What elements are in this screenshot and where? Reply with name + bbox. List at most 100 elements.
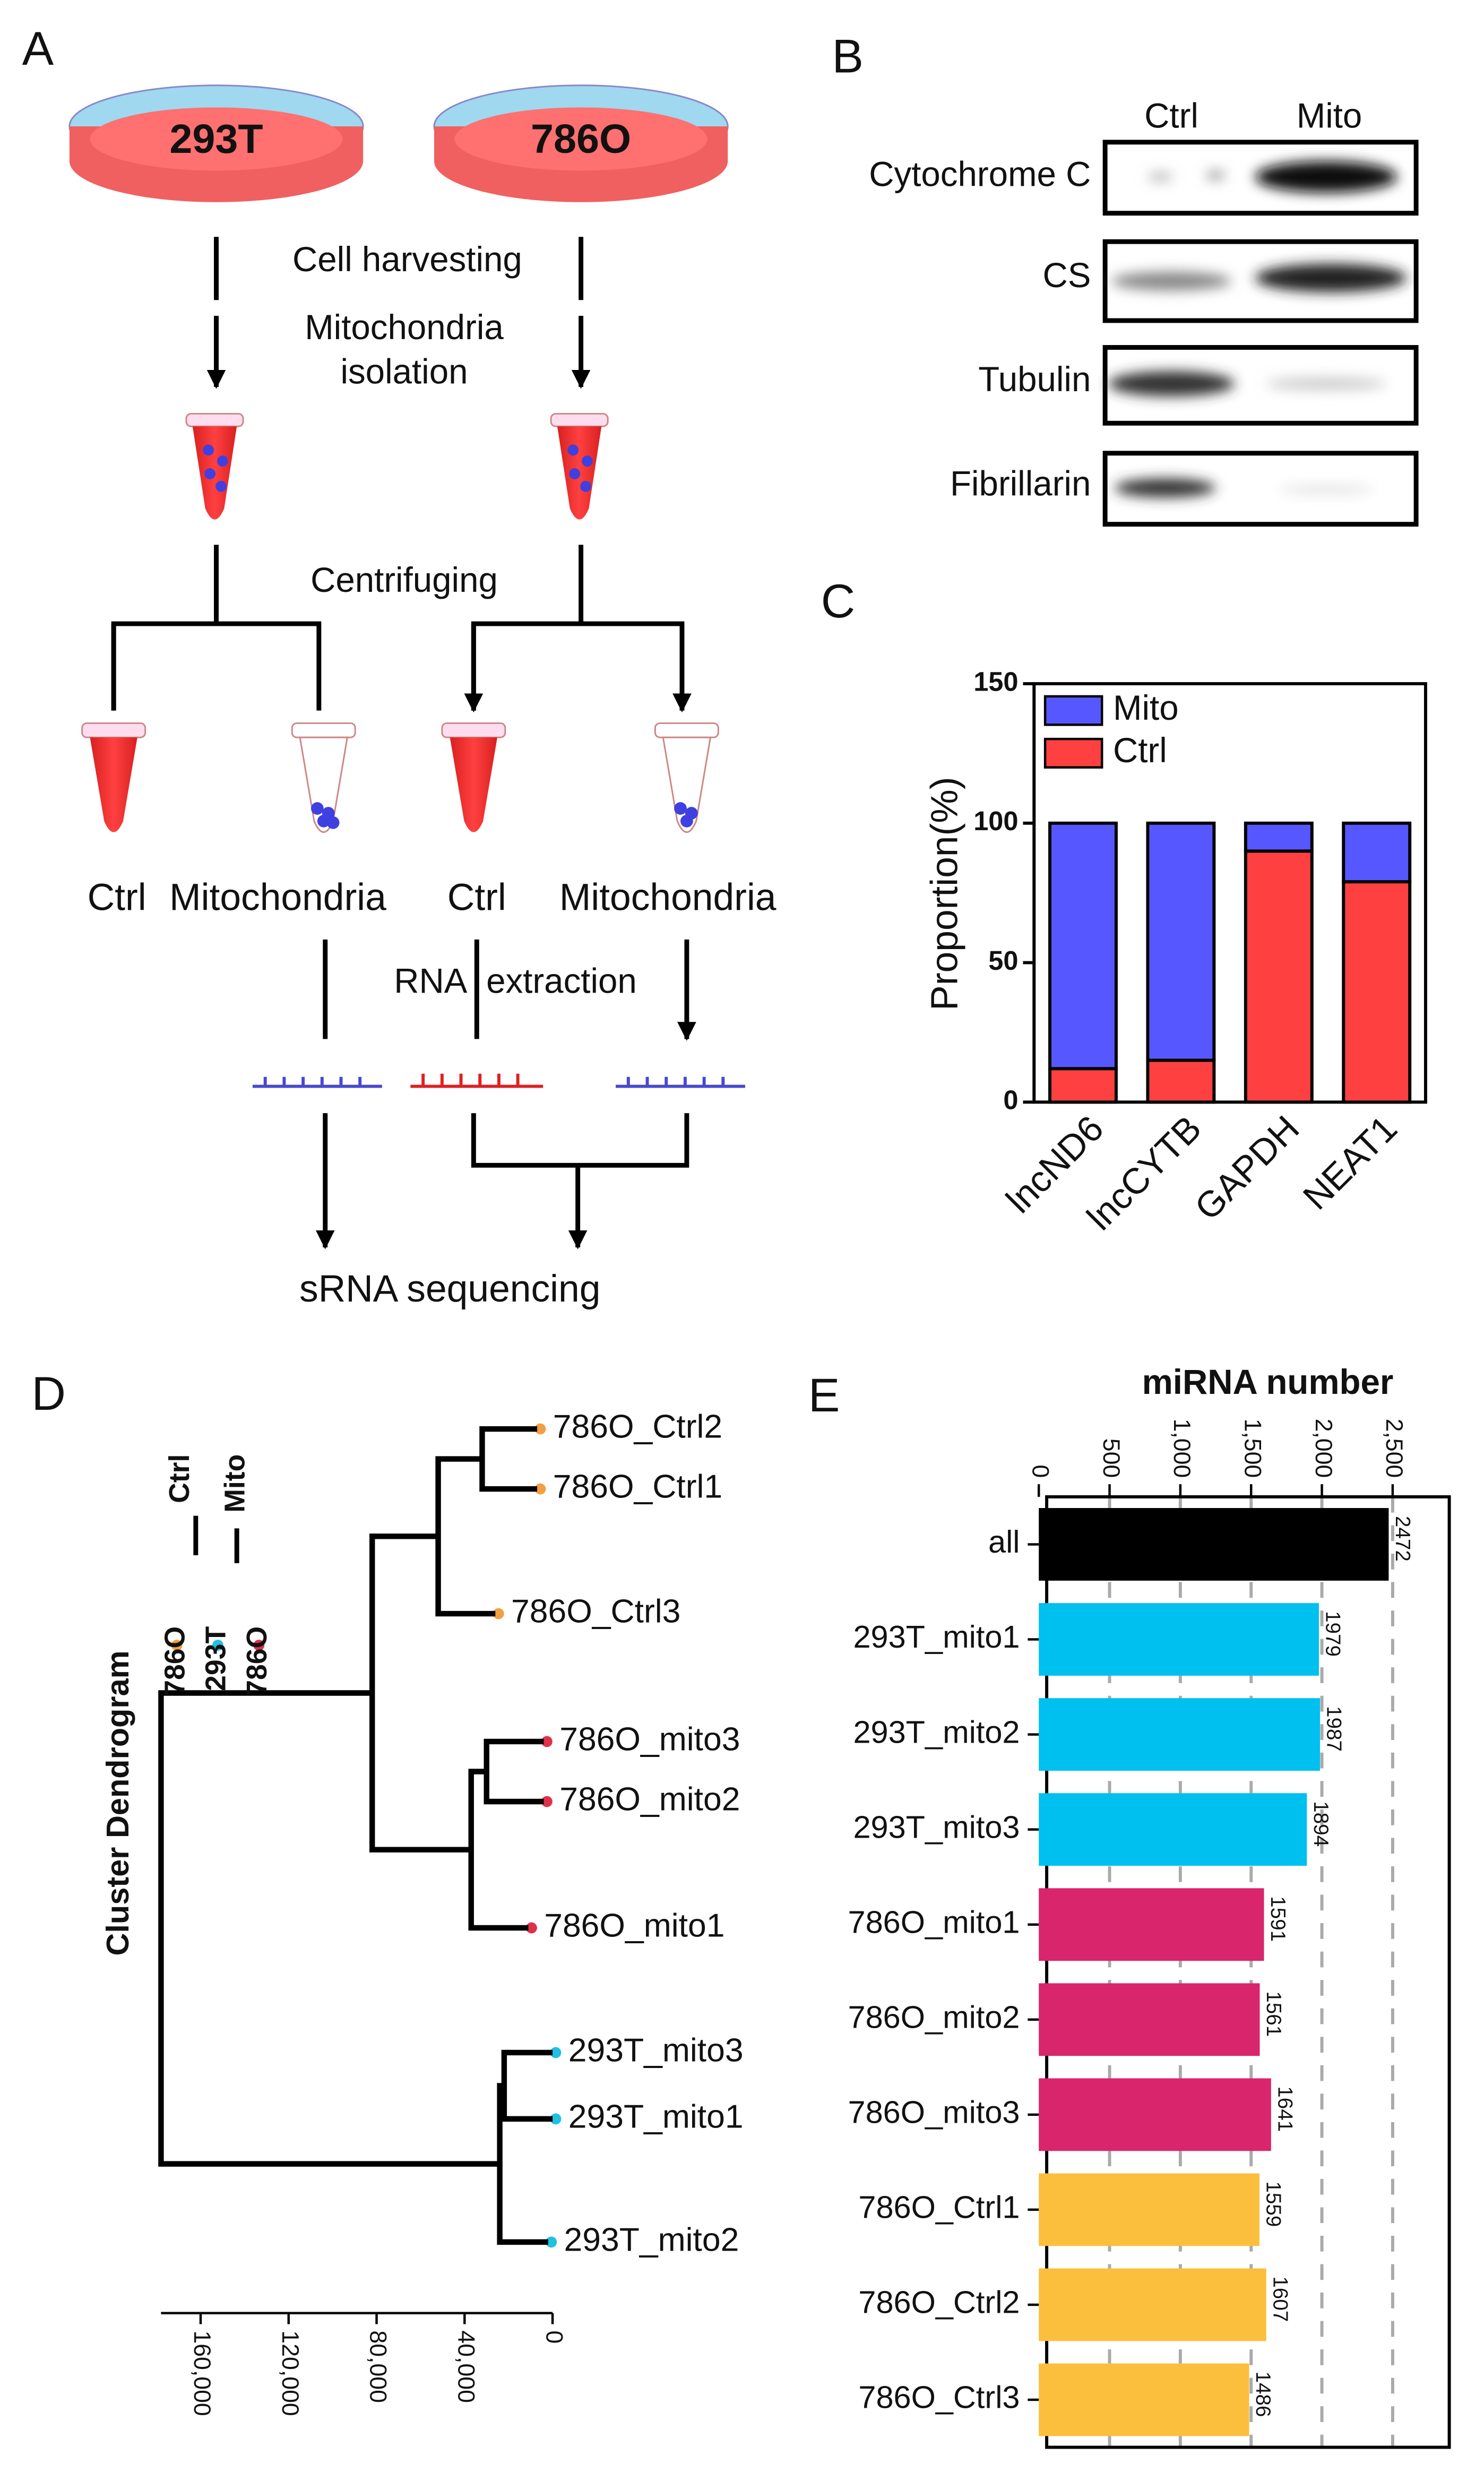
x-tick-label: 40,000 [453,2330,479,2402]
panel-label: C [821,574,855,627]
x-tick-label: 0 [1027,1464,1053,1478]
bar-segment [1244,849,1314,1104]
y-tick-label: 50 [988,945,1018,976]
legend-group: Mito [219,1454,251,1513]
value-label: 1591 [1266,1896,1289,1942]
dendrogram-title: Cluster Dendrogram [100,1650,135,1955]
leaf-dot [526,1922,537,1934]
dendrogram-branch [468,1769,529,1931]
plot-frame [1045,1495,1451,2449]
y-axis-label: Proportion(%) [924,777,966,1011]
protein-label: Fibrillarin [950,464,1091,503]
x-tick-label: 2,500 [1381,1419,1407,1478]
bar [1039,2078,1271,2151]
column-label: Mito [1297,96,1362,135]
y-tick-label: 786O_mito3 [848,2095,1020,2130]
value-label: 1486 [1252,2371,1274,2417]
leaf-label: 786O_mito2 [559,1781,740,1818]
panel-a-drawing [68,84,745,1247]
protein-label: Tubulin [978,360,1091,399]
bar [1039,1888,1264,1961]
fraction-label: Mitochondria [169,876,386,918]
y-tick-label: 786O_mito1 [848,1904,1020,1940]
bar [1039,1983,1260,2056]
bar-segment [1342,821,1412,884]
fraction-label: Ctrl [447,876,506,918]
column-label: Ctrl [1144,96,1198,135]
legend-label: Ctrl [1113,731,1167,770]
leaf-label: 786O_mito3 [559,1720,740,1757]
protein-label: CS [1042,256,1091,295]
bar-segment [1244,821,1314,853]
dendrogram-branch [484,1738,544,1805]
dendrogram-branch [369,1533,471,1853]
leaf-label: 786O_Ctrl2 [553,1408,722,1445]
legend-key: 786O [159,1626,191,1696]
legend-swatch [1043,737,1103,769]
leaf-dot [534,1423,546,1435]
bar-segment [1342,880,1412,1104]
dendrogram-branch [158,1690,500,2167]
dendrogram-branch [479,1426,538,1492]
dendrogram-branch [501,2049,553,2122]
legend-key: 786O [241,1626,273,1696]
x-tick-label: 500 [1098,1438,1124,1478]
legend-dot [212,1640,223,1651]
bar [1039,2363,1249,2436]
leaf-dot [534,1483,546,1495]
panel-label: A [22,22,54,75]
value-label: 1561 [1262,1991,1285,2037]
x-tick-label: 120,000 [277,2330,303,2416]
bar [1039,1603,1319,1676]
legend-dot [171,1640,183,1651]
leaf-dot [550,2047,562,2058]
dendrogram-branch [497,2083,548,2245]
protein-label: Cytochrome C [869,155,1091,194]
x-tick-label: NEAT1 [1296,1108,1405,1218]
dish-label: 293T [169,116,263,162]
value-label: 2472 [1391,1516,1414,1562]
legend-label: Mito [1113,688,1179,727]
x-tick-label: 80,000 [365,2330,391,2402]
leaf-dot [546,2236,557,2248]
y-tick-label: 786O_Ctrl3 [858,2380,1020,2415]
y-tick-label: 0 [1003,1085,1018,1115]
step-label: extraction [486,962,637,1001]
y-tick-label: 786O_Ctrl1 [858,2190,1020,2225]
leaf-label: 786O_Ctrl3 [511,1593,680,1630]
leaf-dot [541,1736,553,1747]
x-tick-label: 1,000 [1169,1419,1195,1478]
y-tick-label: all [988,1524,1020,1560]
value-label: 1641 [1273,2086,1296,2132]
x-tick-label: 2,000 [1310,1419,1336,1478]
leaf-label: 786O_mito1 [544,1907,724,1944]
chart-title: miRNA number [1142,1363,1394,1401]
x-tick-label: 0 [541,2330,567,2343]
y-tick-label: 293T_mito1 [853,1619,1020,1655]
legend-key: 293T [201,1626,232,1691]
value-label: 1607 [1269,2276,1291,2322]
leaf-label: 293T_mito2 [564,2221,739,2258]
y-tick-label: 293T_mito3 [853,1809,1020,1845]
step-label: Cell harvesting [292,240,522,279]
bar [1039,2173,1259,2246]
leaf-dot [550,2113,562,2125]
value-label: 1987 [1323,1706,1345,1752]
plot-frame [1032,682,1427,1104]
bar-segment [1146,821,1216,1062]
leaf-dot [541,1796,553,1807]
final-label: sRNA sequencing [299,1268,600,1310]
bar [1039,2268,1266,2341]
value-label: 1559 [1262,2181,1285,2227]
dendrogram-branch [435,1456,496,1617]
bar [1039,1698,1321,1771]
y-tick-label: 293T_mito2 [853,1714,1020,1750]
bar-segment [1048,821,1118,1071]
step-label: RNA [394,962,467,1001]
x-tick-label: 1,500 [1239,1419,1265,1478]
panel-label: B [832,30,864,83]
dish-label: 786O [531,116,631,162]
legend-group: Ctrl [164,1454,195,1503]
